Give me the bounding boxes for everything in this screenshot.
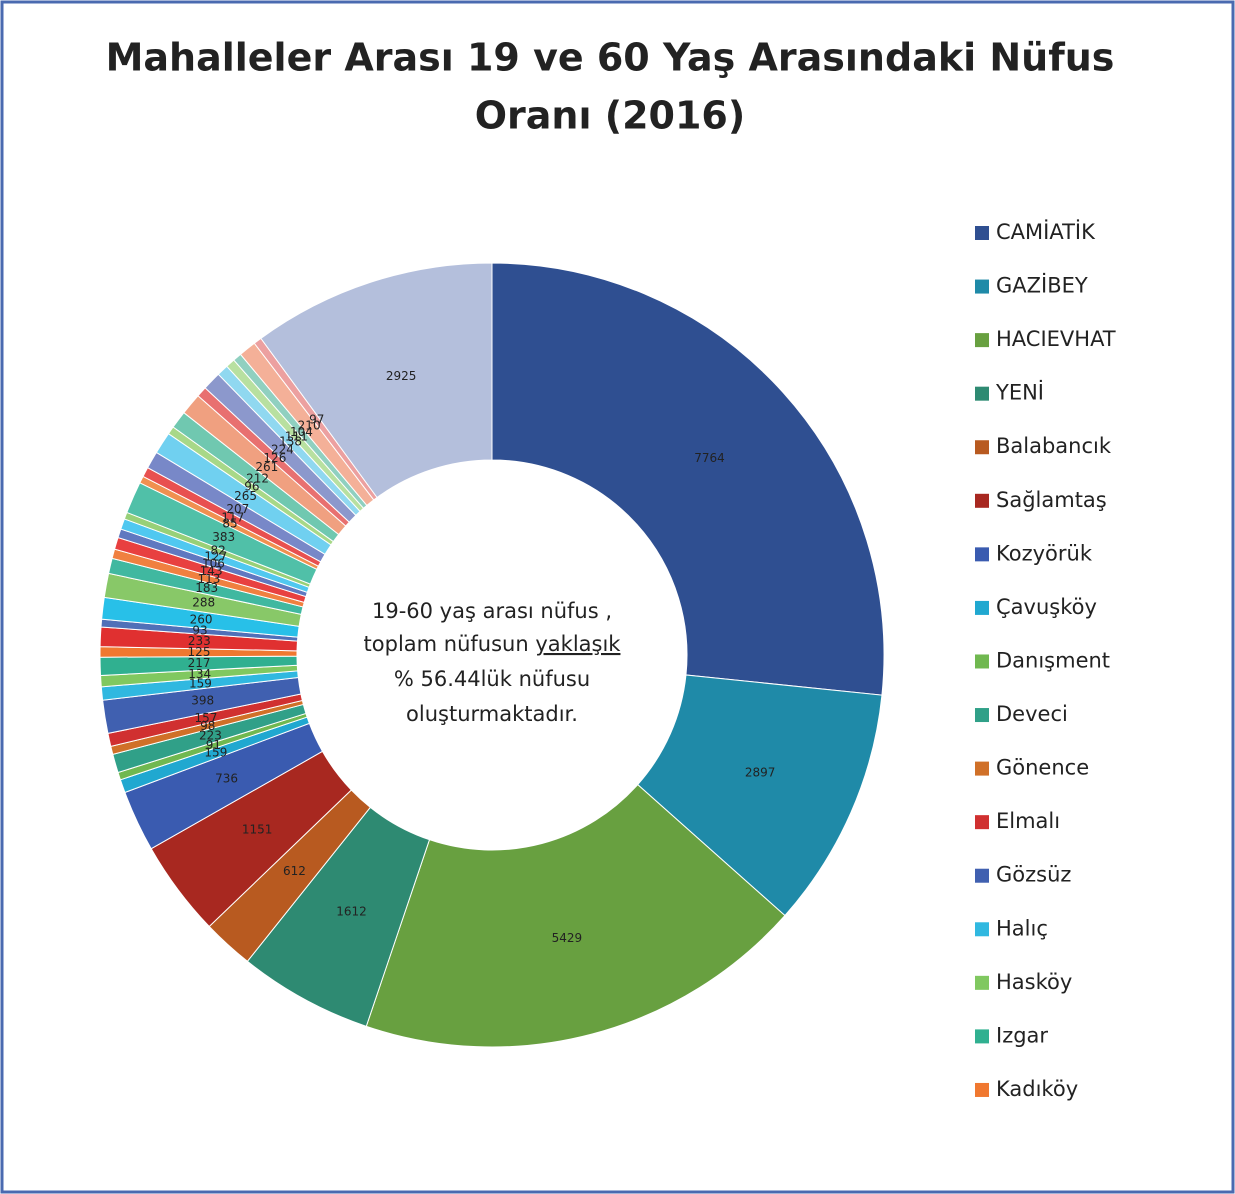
legend-swatch — [975, 279, 989, 294]
legend-label: Gözsüz — [996, 863, 1071, 887]
annotation-part: yaklaşık — [535, 632, 621, 656]
data-label: 157 — [194, 711, 217, 725]
data-label: 126 — [263, 451, 286, 465]
slice — [260, 262, 493, 499]
data-label: 233 — [188, 634, 211, 648]
data-label: 106 — [202, 557, 225, 571]
legend-label: Kozyörük — [996, 541, 1093, 565]
data-label: 97 — [309, 413, 324, 427]
data-label: 2925 — [386, 369, 417, 383]
data-label: 210 — [298, 419, 321, 433]
legend-label: Kadıköy — [996, 1077, 1078, 1101]
legend-label: GAZİBEY — [996, 273, 1088, 298]
legend-label: Danışment — [996, 648, 1110, 672]
legend-swatch — [975, 922, 989, 937]
data-label: 5429 — [552, 931, 583, 945]
data-label: 207 — [226, 502, 249, 516]
data-label: 111 — [285, 429, 308, 443]
legend-label: Izgar — [996, 1023, 1048, 1047]
legend-swatch — [975, 600, 989, 615]
legend-swatch — [975, 440, 989, 455]
data-label: 265 — [234, 489, 257, 503]
chart-title: Oranı (2016) — [475, 94, 746, 138]
legend-swatch — [975, 654, 989, 669]
data-label: 383 — [212, 530, 235, 544]
legend-label: Elmalı — [996, 809, 1060, 833]
data-label: 127 — [204, 550, 227, 564]
legend-swatch — [975, 386, 989, 401]
data-label: 82 — [210, 543, 225, 557]
data-label: 113 — [197, 572, 220, 586]
data-label: 224 — [271, 443, 294, 457]
data-label: 125 — [188, 645, 211, 659]
legend-label: Hasköy — [996, 970, 1072, 994]
data-label: 212 — [246, 472, 269, 486]
data-label: 91 — [206, 738, 221, 752]
annotation: % 56.44lük nüfusu — [394, 667, 590, 691]
legend-label: YENİ — [995, 380, 1044, 405]
slice — [365, 783, 786, 1048]
data-label: 96 — [244, 480, 259, 494]
data-label: 104 — [290, 425, 313, 439]
legend-label: Halıç — [996, 916, 1048, 940]
data-label: 183 — [195, 581, 218, 595]
legend-swatch — [975, 493, 989, 508]
legend-label: HACIEVHAT — [996, 327, 1116, 351]
data-label: 138 — [279, 435, 302, 449]
legend-label: Gönence — [996, 756, 1089, 780]
data-label: 143 — [200, 564, 223, 578]
legend-swatch — [975, 547, 989, 562]
legend-label: Çavuşköy — [996, 595, 1097, 619]
chart-title: Mahalleler Arası 19 ve 60 Yaş Arasındaki… — [106, 36, 1115, 80]
data-label: 288 — [192, 595, 215, 609]
data-label: 1612 — [336, 905, 367, 919]
data-label: 93 — [192, 624, 207, 638]
data-label: 159 — [189, 676, 212, 690]
legend-label: Balabancık — [996, 434, 1112, 458]
annotation: oluşturmaktadır. — [406, 702, 578, 726]
slice — [491, 262, 885, 696]
legend-swatch — [975, 708, 989, 723]
legend-label: Deveci — [996, 702, 1068, 726]
data-label: 7764 — [694, 451, 725, 465]
data-label: 98 — [200, 719, 215, 733]
data-label: 217 — [188, 656, 211, 670]
legend-swatch — [975, 975, 989, 990]
data-label: 612 — [283, 864, 306, 878]
data-label: 398 — [191, 694, 214, 708]
annotation-part: toplam nüfusun — [364, 632, 529, 656]
data-label: 261 — [255, 460, 278, 474]
data-label: 1151 — [242, 823, 273, 837]
data-label: 2897 — [745, 766, 776, 780]
data-label: 85 — [222, 516, 237, 530]
annotation: 19-60 yaş arası nüfus , — [372, 599, 612, 623]
legend-swatch — [975, 1082, 989, 1097]
legend-swatch — [975, 333, 989, 348]
legend-swatch — [975, 1029, 989, 1044]
legend-swatch — [975, 761, 989, 776]
data-label: 736 — [215, 772, 238, 786]
data-label: 223 — [199, 729, 222, 743]
legend-label: Sağlamtaş — [996, 488, 1107, 512]
data-label: 260 — [190, 613, 213, 627]
data-label: 134 — [188, 667, 211, 681]
annotation: toplam nüfusun yaklaşık — [364, 632, 622, 656]
legend-swatch — [975, 868, 989, 883]
legend-label: CAMİATİK — [996, 219, 1096, 244]
legend-swatch — [975, 815, 989, 830]
data-label: 159 — [204, 746, 227, 760]
data-label: 117 — [221, 511, 244, 525]
legend-swatch — [975, 226, 989, 240]
